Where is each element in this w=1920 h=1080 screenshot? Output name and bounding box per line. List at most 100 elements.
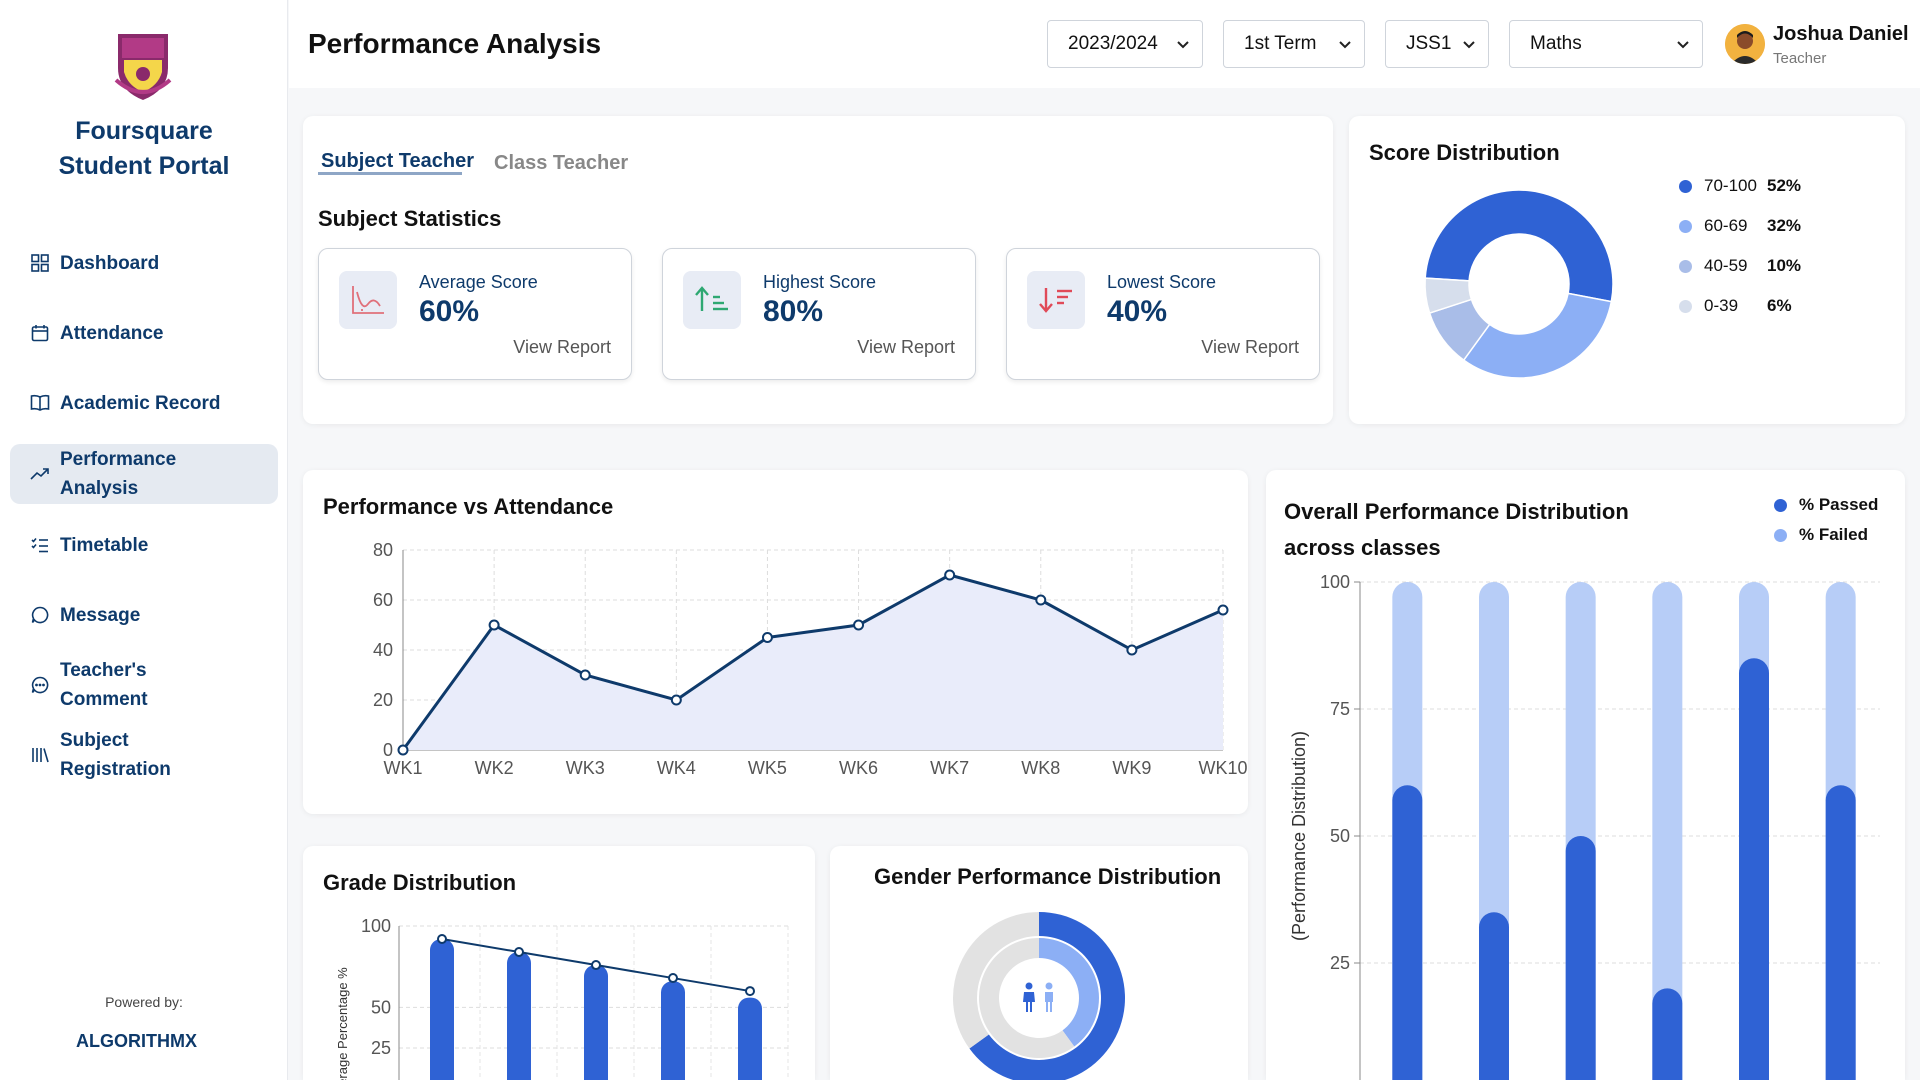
chevron-down-icon xyxy=(1339,41,1351,49)
y-tick-label: 25 xyxy=(371,1038,391,1058)
term-select[interactable]: 1st Term xyxy=(1223,20,1365,68)
series-line xyxy=(401,573,1224,751)
x-tick-label: WK7 xyxy=(930,758,969,778)
overall-performance-card: Overall Performance Distribution across … xyxy=(1266,470,1905,1080)
gender-outer-slice xyxy=(969,912,1125,1080)
stat-label: Average Score xyxy=(419,272,538,292)
y-tick-label: 60 xyxy=(373,590,393,610)
sidebar-item-subject-registration[interactable]: Subject Registration xyxy=(10,726,278,784)
x-tick-label: WK3 xyxy=(566,758,605,778)
data-point xyxy=(1217,604,1229,616)
algorithmx-logo: ALGORITHMX xyxy=(76,1031,197,1051)
class-select[interactable]: JSS1 xyxy=(1385,20,1489,68)
tab-subject-teacher[interactable]: Subject Teacher xyxy=(321,150,475,172)
legend-passed: % Passed xyxy=(1774,495,1878,515)
bar-passed xyxy=(1479,912,1509,1080)
tab-class-teacher[interactable]: Class Teacher xyxy=(494,152,629,174)
class-select-value: JSS1 xyxy=(1406,33,1452,54)
school-logo xyxy=(114,34,172,100)
library-icon xyxy=(30,745,50,765)
sidebar-item-label: Message xyxy=(60,604,141,626)
y-axis-label: Average Percentage % xyxy=(335,967,350,1080)
sidebar-item-label: Attendance xyxy=(60,322,164,344)
bar-passed xyxy=(1825,785,1856,1080)
avatar[interactable] xyxy=(1725,24,1765,64)
performance-line-chart: 0 20 40 60 80 WK1 WK2 WK3 WK4 WK5 WK6 WK7 WK8 WK9 WK10 xyxy=(373,540,1248,778)
trend-point xyxy=(591,960,601,971)
score-legend-item: 70-100 52% xyxy=(1679,176,1801,196)
overall-performance-title: Overall Performance Distribution across … xyxy=(1284,494,1629,566)
grade-bar xyxy=(584,965,608,1080)
x-tick-label: WK8 xyxy=(1021,758,1060,778)
sidebar-item-teachers-comment[interactable]: Teacher's Comment xyxy=(10,656,278,714)
subject-statistics-card: Subject Teacher Class Teacher Subject St… xyxy=(303,116,1333,424)
donut-slice-60-69 xyxy=(1462,292,1613,379)
legend-percent: 32% xyxy=(1767,216,1802,235)
sidebar-item-attendance[interactable]: Attendance xyxy=(10,304,278,362)
sidebar-item-label: Teacher's Comment xyxy=(60,660,148,710)
grid-icon xyxy=(30,253,50,273)
stat-value: 40% xyxy=(1107,295,1168,328)
score-distribution-card: Score Distribution 70-100 52% 60-69 32% 40-5… xyxy=(1349,116,1905,424)
x-tick-label: WK4 xyxy=(657,758,696,778)
sidebar-item-label: Dashboard xyxy=(60,252,160,274)
bar-passed xyxy=(1392,785,1423,1080)
brand-line-1: Foursquare xyxy=(75,117,213,145)
y-tick-label: 0 xyxy=(383,740,393,760)
legend-range: 0-39 xyxy=(1704,296,1739,315)
grade-distribution-card: Grade Distribution 25 50 100 Average Percen… xyxy=(303,846,815,1080)
grade-distribution-title: Grade Distribution xyxy=(323,870,517,895)
stat-card-highest: Highest Score 80% View Report xyxy=(662,248,976,380)
data-point xyxy=(1126,644,1138,656)
session-select-value: 2023/2024 xyxy=(1068,33,1158,54)
sidebar-item-dashboard[interactable]: Dashboard xyxy=(10,234,278,292)
gender-performance-title: Gender Performance Distribution xyxy=(874,864,1222,889)
brand-line-2: Student Portal xyxy=(58,152,230,180)
sidebar-item-label: Academic Record xyxy=(60,392,221,414)
grade-bar xyxy=(661,981,685,1080)
donut-slice-0-39 xyxy=(1424,277,1473,314)
sort-descending-icon xyxy=(1027,271,1085,329)
term-select-value: 1st Term xyxy=(1244,33,1317,54)
legend-dot xyxy=(1679,299,1692,313)
subject-select[interactable]: Maths xyxy=(1509,20,1703,68)
legend-range: 40-59 xyxy=(1704,256,1748,275)
session-select[interactable]: 2023/2024 xyxy=(1047,20,1203,68)
sidebar-item-academic-record[interactable]: Academic Record xyxy=(10,374,278,432)
trend-point xyxy=(745,986,755,997)
view-report-link[interactable]: View Report xyxy=(513,337,611,357)
x-tick-label: WK1 xyxy=(383,758,422,778)
view-report-link[interactable]: View Report xyxy=(1201,337,1299,357)
gender-outer-slice xyxy=(953,912,1039,1049)
x-tick-label: WK2 xyxy=(475,758,514,778)
data-point xyxy=(670,694,682,706)
sidebar-item-message[interactable]: Message xyxy=(10,586,278,644)
x-tick-label: WK10 xyxy=(1198,758,1247,778)
subject-select-value: Maths xyxy=(1530,33,1582,54)
page-title: Performance Analysis xyxy=(308,28,602,59)
stat-card-lowest: Lowest Score 40% View Report xyxy=(1006,248,1320,380)
performance-vs-attendance-title: Performance vs Attendance xyxy=(323,494,614,519)
checklist-icon xyxy=(30,535,50,555)
score-legend-item: 0-39 6% xyxy=(1679,296,1792,316)
powered-by-label: Powered by: xyxy=(105,994,183,1010)
y-axis-label: (Performance Distribution) xyxy=(1289,731,1309,941)
sidebar-item-timetable[interactable]: Timetable xyxy=(10,516,278,574)
legend-failed-label: % Failed xyxy=(1799,525,1868,544)
bar-passed xyxy=(1652,988,1683,1080)
overall-stacked-bar-chart: 25 50 75 100 (Performance Distribution) xyxy=(1289,572,1880,1080)
sidebar-item-performance-analysis[interactable]: Performance Analysis xyxy=(10,444,278,504)
grade-bar xyxy=(507,952,531,1080)
stat-value: 80% xyxy=(763,295,824,328)
y-tick-label: 20 xyxy=(373,690,393,710)
sidebar-nav: Dashboard Attendance Academic Record Per… xyxy=(10,234,278,796)
score-distribution-title: Score Distribution xyxy=(1369,140,1560,165)
sidebar-item-label: Subject Registration xyxy=(60,730,171,780)
legend-percent: 6% xyxy=(1767,296,1792,315)
stat-label: Highest Score xyxy=(763,272,877,292)
algorithmx-logo-text: ALGORITHMX xyxy=(76,1031,197,1051)
view-report-link[interactable]: View Report xyxy=(857,337,955,357)
gender-donut-chart xyxy=(953,912,1125,1080)
gender-inner-slice xyxy=(1039,938,1099,1047)
grade-bar xyxy=(430,939,454,1080)
